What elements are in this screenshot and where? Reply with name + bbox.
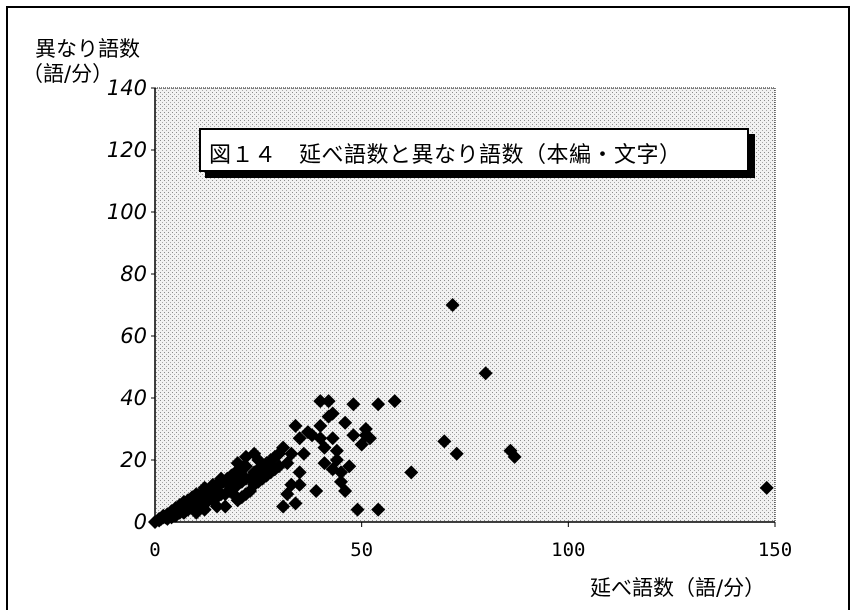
data-point xyxy=(759,480,774,495)
data-point xyxy=(288,418,303,433)
data-point xyxy=(338,484,353,498)
data-point xyxy=(371,397,386,412)
data-point xyxy=(218,499,233,514)
x-tick-label: 150 xyxy=(758,539,792,561)
y-tick-label: 20 xyxy=(120,448,147,472)
x-tick-label: 50 xyxy=(350,539,373,561)
x-tick-label: 0 xyxy=(149,539,160,561)
data-point xyxy=(346,397,361,412)
data-point xyxy=(325,406,340,421)
data-point xyxy=(404,465,419,480)
y-tick-label: 100 xyxy=(107,200,147,224)
data-point xyxy=(342,459,357,474)
data-point xyxy=(362,431,377,446)
y-tick-label: 140 xyxy=(107,76,147,100)
data-point xyxy=(164,504,179,519)
data-point xyxy=(205,493,220,508)
data-point xyxy=(445,298,460,312)
data-point xyxy=(152,511,167,526)
data-point xyxy=(317,456,332,471)
data-point xyxy=(226,487,241,502)
data-point xyxy=(247,465,262,480)
y-tick-label: 60 xyxy=(120,324,147,348)
data-point xyxy=(230,456,245,471)
data-point xyxy=(292,465,307,480)
data-point xyxy=(309,484,324,498)
data-point xyxy=(197,480,212,495)
data-point xyxy=(284,446,299,461)
y-tick-label: 80 xyxy=(120,262,147,286)
data-point xyxy=(387,394,402,409)
data-point xyxy=(214,471,229,486)
ticks: 0 20 40 60 80 100 120 140 0 50 100 150 xyxy=(107,76,792,561)
y-tick-label: 120 xyxy=(107,138,147,162)
data-points xyxy=(148,298,774,529)
data-point xyxy=(276,440,291,455)
data-point xyxy=(284,477,299,492)
x-axis-label: 延べ語数（語/分） xyxy=(590,576,766,600)
data-point xyxy=(247,477,262,492)
data-point xyxy=(313,418,328,433)
data-point xyxy=(437,434,452,449)
data-point xyxy=(288,496,303,511)
data-point xyxy=(346,428,361,443)
data-point xyxy=(329,443,344,458)
chart-title-box: 図１４ 延べ語数と異なり語数（本編・文字） xyxy=(199,128,749,172)
data-point xyxy=(449,446,464,461)
data-point xyxy=(317,440,332,455)
data-point xyxy=(292,477,307,492)
y-axis-unit-label: （語/分） xyxy=(22,62,114,86)
x-tick-label: 100 xyxy=(551,539,585,561)
data-point xyxy=(251,453,266,467)
axes xyxy=(154,88,775,523)
data-point xyxy=(334,465,348,480)
data-point xyxy=(478,366,493,381)
data-point xyxy=(296,446,311,461)
y-axis-label: 異なり語数 xyxy=(35,37,140,61)
data-point xyxy=(276,499,291,514)
y-tick-label: 0 xyxy=(134,510,147,534)
data-point xyxy=(321,394,336,409)
data-point xyxy=(197,502,212,517)
chart-title: 図１４ 延べ語数と異なり語数（本編・文字） xyxy=(209,143,682,168)
data-point xyxy=(350,502,365,517)
data-point xyxy=(507,449,522,464)
y-tick-label: 40 xyxy=(120,386,147,410)
data-point xyxy=(243,471,258,486)
data-point xyxy=(292,431,307,446)
data-point xyxy=(325,431,340,446)
data-point xyxy=(247,446,262,461)
data-point xyxy=(338,415,353,430)
data-point xyxy=(313,394,328,409)
data-point xyxy=(329,453,344,467)
data-point xyxy=(371,502,386,517)
